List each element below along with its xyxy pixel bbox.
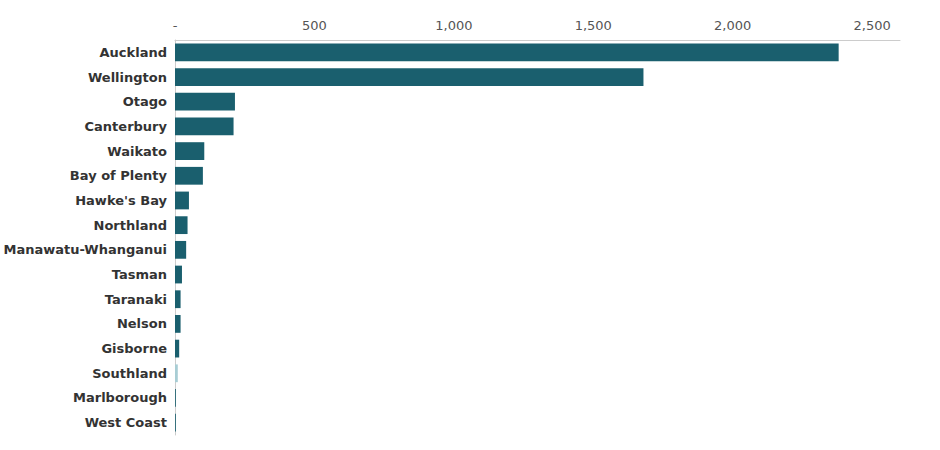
svg-text:Nelson: Nelson — [117, 316, 167, 331]
svg-text:West Coast: West Coast — [85, 415, 167, 430]
svg-text:Auckland: Auckland — [100, 45, 167, 60]
svg-text:2,500: 2,500 — [854, 18, 891, 33]
svg-text:1,000: 1,000 — [435, 18, 472, 33]
svg-text:Tasman: Tasman — [112, 267, 167, 282]
svg-text:Gisborne: Gisborne — [101, 341, 167, 356]
svg-text:1,500: 1,500 — [575, 18, 612, 33]
svg-text:Southland: Southland — [92, 366, 167, 381]
svg-text:Bay of Plenty: Bay of Plenty — [70, 168, 168, 183]
svg-text:2,000: 2,000 — [714, 18, 751, 33]
svg-text:Hawke's Bay: Hawke's Bay — [75, 193, 167, 208]
svg-text:Marlborough: Marlborough — [73, 390, 167, 405]
svg-text:Otago: Otago — [123, 94, 167, 109]
svg-text:500: 500 — [302, 18, 327, 33]
svg-text:Wellington: Wellington — [88, 70, 167, 85]
svg-text:-: - — [173, 18, 178, 33]
svg-text:Waikato: Waikato — [107, 144, 167, 159]
svg-text:Manawatu-Whanganui: Manawatu-Whanganui — [4, 242, 167, 257]
svg-text:Canterbury: Canterbury — [85, 119, 168, 134]
svg-text:Taranaki: Taranaki — [105, 292, 167, 307]
svg-text:Northland: Northland — [94, 218, 167, 233]
